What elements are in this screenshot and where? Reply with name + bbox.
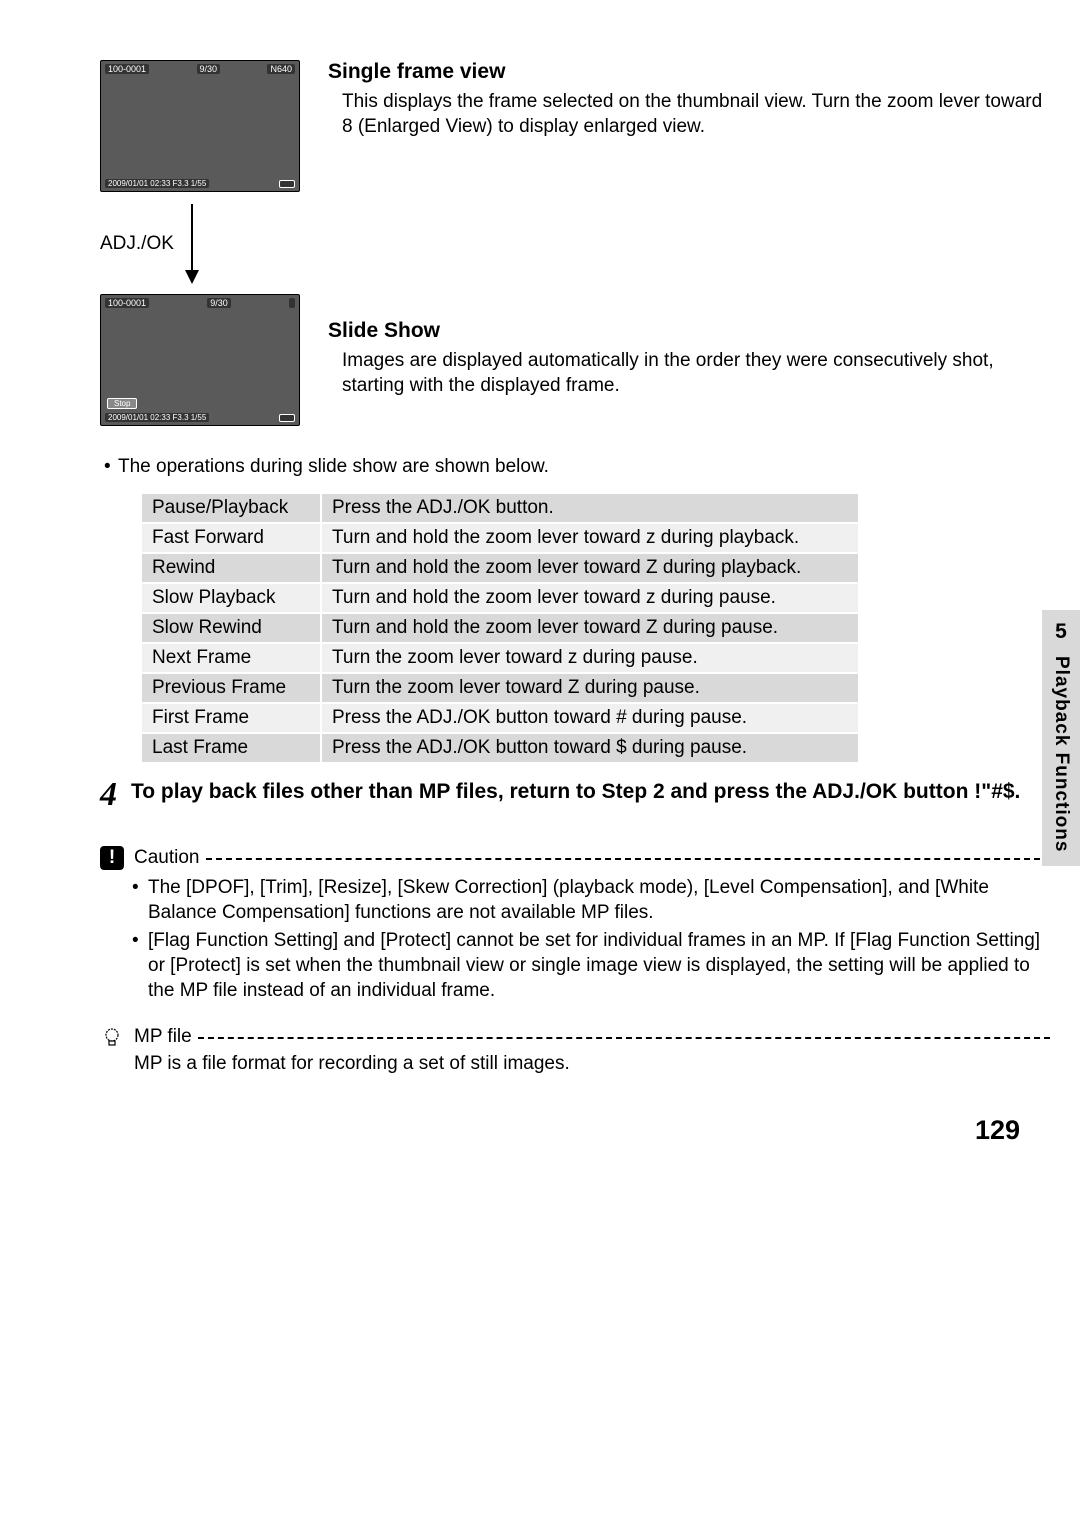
overlay-text: 100-0001 [105,64,149,74]
battery-icon [279,414,295,422]
ops-table: Pause/PlaybackPress the ADJ./OK button.F… [140,492,860,764]
preview-single-frame: 100-0001 9/30 N640 2009/01/01 02:33 F3.3… [100,60,300,192]
list-item: [Flag Function Setting] and [Protect] ca… [148,929,1050,1003]
table-cell: First Frame [141,703,321,733]
list-item: The [DPOF], [Trim], [Resize], [Skew Corr… [148,876,1050,925]
table-cell: Slow Playback [141,583,321,613]
arrow-label: ADJ./OK [100,233,174,255]
stop-label: Stop [107,398,137,409]
note-body: MP is a file format for recording a set … [100,1053,1050,1075]
table-cell: Turn the zoom lever toward Z during paus… [321,673,859,703]
overlay-text: 100-0001 [105,298,149,308]
ops-intro: The operations during slide show are sho… [100,456,1050,478]
table-cell: Rewind [141,553,321,583]
table-cell: Previous Frame [141,673,321,703]
table-row: Last FramePress the ADJ./OK button towar… [141,733,859,763]
step-number: 4 [100,778,117,812]
overlay-text: 9/30 [207,298,231,308]
chapter-number: 5 [1042,620,1080,644]
slide-show-heading: Slide Show [328,319,1050,343]
table-row: Pause/PlaybackPress the ADJ./OK button. [141,493,859,523]
table-row: Fast ForwardTurn and hold the zoom lever… [141,523,859,553]
overlay-text: N640 [267,64,295,74]
slide-show-body: Images are displayed automatically in th… [328,349,1050,398]
dash-line [206,858,1051,860]
table-cell: Turn and hold the zoom lever toward Z du… [321,553,859,583]
table-cell: Fast Forward [141,523,321,553]
table-cell: Press the ADJ./OK button toward $ during… [321,733,859,763]
table-cell: Turn and hold the zoom lever toward z du… [321,523,859,553]
table-row: Next FrameTurn the zoom lever toward z d… [141,643,859,673]
step-text: To play back files other than MP files, … [131,778,1020,806]
table-row: RewindTurn and hold the zoom lever towar… [141,553,859,583]
battery-icon [279,180,295,188]
overlay-text: 2009/01/01 02:33 F3.3 1/55 [105,413,209,422]
caution-list: The [DPOF], [Trim], [Resize], [Skew Corr… [100,876,1050,1003]
table-cell: Slow Rewind [141,613,321,643]
table-row: First FramePress the ADJ./OK button towa… [141,703,859,733]
table-cell: Turn and hold the zoom lever toward Z du… [321,613,859,643]
caution-label: Caution [134,847,200,869]
table-cell: Turn and hold the zoom lever toward z du… [321,583,859,613]
arrow-down: ADJ./OK [100,192,310,294]
note-label: MP file [134,1026,192,1048]
table-row: Slow RewindTurn and hold the zoom lever … [141,613,859,643]
arrow-down-icon [182,204,202,284]
table-cell: Turn the zoom lever toward z during paus… [321,643,859,673]
preview-slide-show: 100-0001 9/30 Stop 2009/01/01 02:33 F3.3… [100,294,300,426]
overlay-text: 2009/01/01 02:33 F3.3 1/55 [105,179,209,188]
table-cell: Pause/Playback [141,493,321,523]
single-frame-heading: Single frame view [328,60,1050,84]
chapter-title: Playback Functions [1050,656,1072,852]
table-row: Slow PlaybackTurn and hold the zoom leve… [141,583,859,613]
table-row: Previous FrameTurn the zoom lever toward… [141,673,859,703]
overlay-text: 9/30 [197,64,221,74]
table-cell: Press the ADJ./OK button toward # during… [321,703,859,733]
page-number: 129 [100,1115,1050,1146]
caution-icon: ! [100,846,124,870]
side-tab: 5 Playback Functions [1042,610,1080,866]
table-cell: Next Frame [141,643,321,673]
dash-line [198,1037,1050,1039]
table-cell: Last Frame [141,733,321,763]
bulb-icon [100,1025,124,1049]
table-cell: Press the ADJ./OK button. [321,493,859,523]
single-frame-body: This displays the frame selected on the … [328,90,1050,139]
